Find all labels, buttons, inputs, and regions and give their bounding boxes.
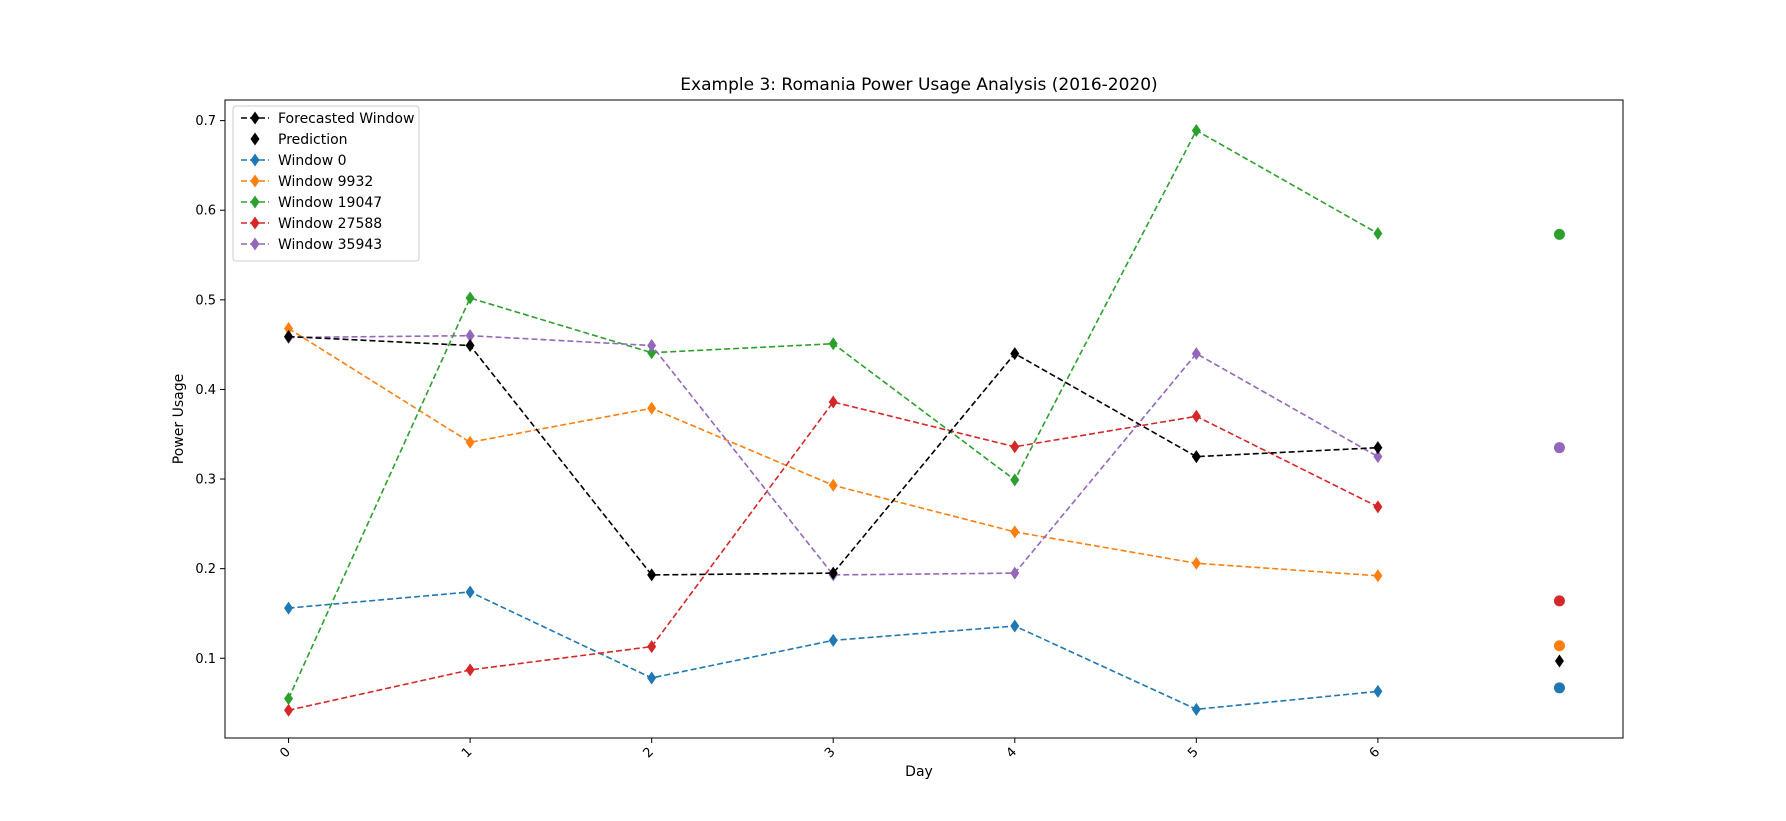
prediction-layer <box>1553 228 1565 694</box>
data-point <box>828 633 838 647</box>
data-point <box>647 346 657 360</box>
prediction-dot-window-0 <box>1553 682 1565 694</box>
data-point <box>1373 500 1383 514</box>
legend-label: Window 19047 <box>278 195 382 211</box>
prediction-dot-window-27588 <box>1553 595 1565 607</box>
series-forecasted-window <box>284 330 1383 582</box>
data-point <box>647 671 657 685</box>
legend: Forecasted Window Prediction Window 0 Windo… <box>232 105 420 262</box>
prediction-dot-window-35943 <box>1553 442 1565 454</box>
y-tick-label: 0.5 <box>195 293 216 308</box>
data-point <box>1010 619 1020 633</box>
data-point <box>1010 440 1020 454</box>
x-axis-label: Day <box>905 764 933 780</box>
data-point <box>1191 450 1201 464</box>
y-tick-label: 0.2 <box>195 562 216 577</box>
legend-entry-window-27588: Window 27588 <box>241 216 382 232</box>
legend-marker <box>250 216 260 230</box>
data-point <box>1191 347 1201 361</box>
legend-marker <box>250 132 260 146</box>
data-point <box>1191 556 1201 570</box>
data-point <box>1010 566 1020 580</box>
data-point <box>284 601 294 615</box>
y-tick-label: 0.6 <box>195 204 216 219</box>
legend-marker <box>250 153 260 167</box>
legend-marker <box>250 195 260 209</box>
series-window-9932 <box>284 321 1383 583</box>
y-tick-label: 0.1 <box>195 652 216 667</box>
legend-label: Window 0 <box>278 153 347 169</box>
legend-label: Window 9932 <box>278 174 373 190</box>
series-window-27588 <box>284 395 1383 717</box>
data-point <box>1373 569 1383 583</box>
legend-marker <box>250 174 260 188</box>
y-tick-label: 0.7 <box>195 114 216 129</box>
data-point <box>647 568 657 582</box>
data-point <box>1010 347 1020 361</box>
legend-entry-window-19047: Window 19047 <box>241 195 382 211</box>
data-point <box>647 401 657 415</box>
legend-marker <box>250 237 260 251</box>
data-point <box>284 703 294 717</box>
data-point <box>465 435 475 449</box>
chart-title: Example 3: Romania Power Usage Analysis … <box>680 75 1157 95</box>
data-point <box>465 329 475 343</box>
legend-entry-window-0: Window 0 <box>241 153 347 169</box>
prediction-dot-window-19047 <box>1553 228 1565 240</box>
legend-entry-prediction: Prediction <box>250 132 348 148</box>
data-point <box>465 663 475 677</box>
data-point <box>647 640 657 654</box>
prediction-point <box>1554 654 1564 668</box>
legend-label: Window 35943 <box>278 237 382 253</box>
plot-area-frame <box>224 99 1624 739</box>
legend-label: Window 27588 <box>278 216 382 232</box>
prediction-dot-window-9932 <box>1553 640 1565 652</box>
legend-box <box>232 105 420 262</box>
data-point <box>828 395 838 409</box>
data-point <box>1373 450 1383 464</box>
data-point <box>1010 473 1020 487</box>
data-point <box>647 339 657 353</box>
data-point <box>465 339 475 353</box>
legend-label: Forecasted Window <box>278 111 414 127</box>
y-axis-label: Power Usage <box>171 374 187 464</box>
data-point <box>1191 123 1201 137</box>
data-point <box>828 566 838 580</box>
data-point <box>465 585 475 599</box>
data-point <box>1373 684 1383 698</box>
legend-marker <box>250 111 260 125</box>
series-window-19047 <box>284 123 1383 706</box>
y-tick-label: 0.3 <box>195 473 216 488</box>
data-point <box>465 291 475 305</box>
series-layer <box>284 123 1383 717</box>
y-axis: 0.1 0.2 0.3 0.4 0.5 0.6 0.7 <box>195 114 225 667</box>
legend-entry-forecasted-window: Forecasted Window <box>241 111 414 127</box>
data-point <box>284 330 294 344</box>
legend-label: Prediction <box>278 132 348 148</box>
data-point <box>1191 409 1201 423</box>
data-point <box>828 337 838 351</box>
data-point <box>1191 702 1201 716</box>
legend-entry-window-35943: Window 35943 <box>241 237 382 253</box>
legend-entry-window-9932: Window 9932 <box>241 174 373 190</box>
data-point <box>284 321 294 335</box>
data-point <box>828 478 838 492</box>
data-point <box>1373 441 1383 455</box>
series-window-0 <box>284 585 1383 716</box>
data-point <box>284 692 294 706</box>
data-point <box>1373 227 1383 241</box>
y-tick-label: 0.4 <box>195 383 216 398</box>
data-point <box>1010 525 1020 539</box>
